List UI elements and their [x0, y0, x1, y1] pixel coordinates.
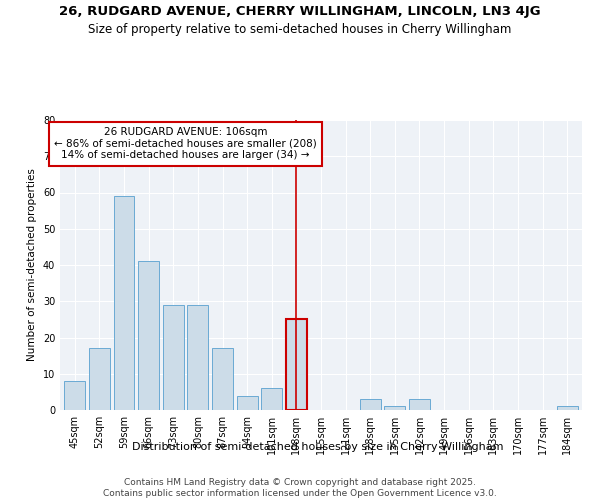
Bar [236, 396, 257, 410]
Bar [286, 320, 307, 410]
Bar [89, 348, 110, 410]
Text: 26 RUDGARD AVENUE: 106sqm
← 86% of semi-detached houses are smaller (208)
14% of: 26 RUDGARD AVENUE: 106sqm ← 86% of semi-… [54, 127, 317, 160]
Text: Size of property relative to semi-detached houses in Cherry Willingham: Size of property relative to semi-detach… [88, 22, 512, 36]
Bar [385, 406, 406, 410]
Bar [113, 196, 134, 410]
Bar [557, 406, 578, 410]
Bar [138, 262, 159, 410]
Bar [212, 348, 233, 410]
Y-axis label: Number of semi-detached properties: Number of semi-detached properties [27, 168, 37, 362]
Bar [64, 381, 85, 410]
Bar [409, 399, 430, 410]
Text: 26, RUDGARD AVENUE, CHERRY WILLINGHAM, LINCOLN, LN3 4JG: 26, RUDGARD AVENUE, CHERRY WILLINGHAM, L… [59, 5, 541, 18]
Bar [360, 399, 381, 410]
Text: Distribution of semi-detached houses by size in Cherry Willingham: Distribution of semi-detached houses by … [132, 442, 504, 452]
Bar [163, 305, 184, 410]
Text: Contains HM Land Registry data © Crown copyright and database right 2025.
Contai: Contains HM Land Registry data © Crown c… [103, 478, 497, 498]
Bar [261, 388, 282, 410]
Bar [187, 305, 208, 410]
